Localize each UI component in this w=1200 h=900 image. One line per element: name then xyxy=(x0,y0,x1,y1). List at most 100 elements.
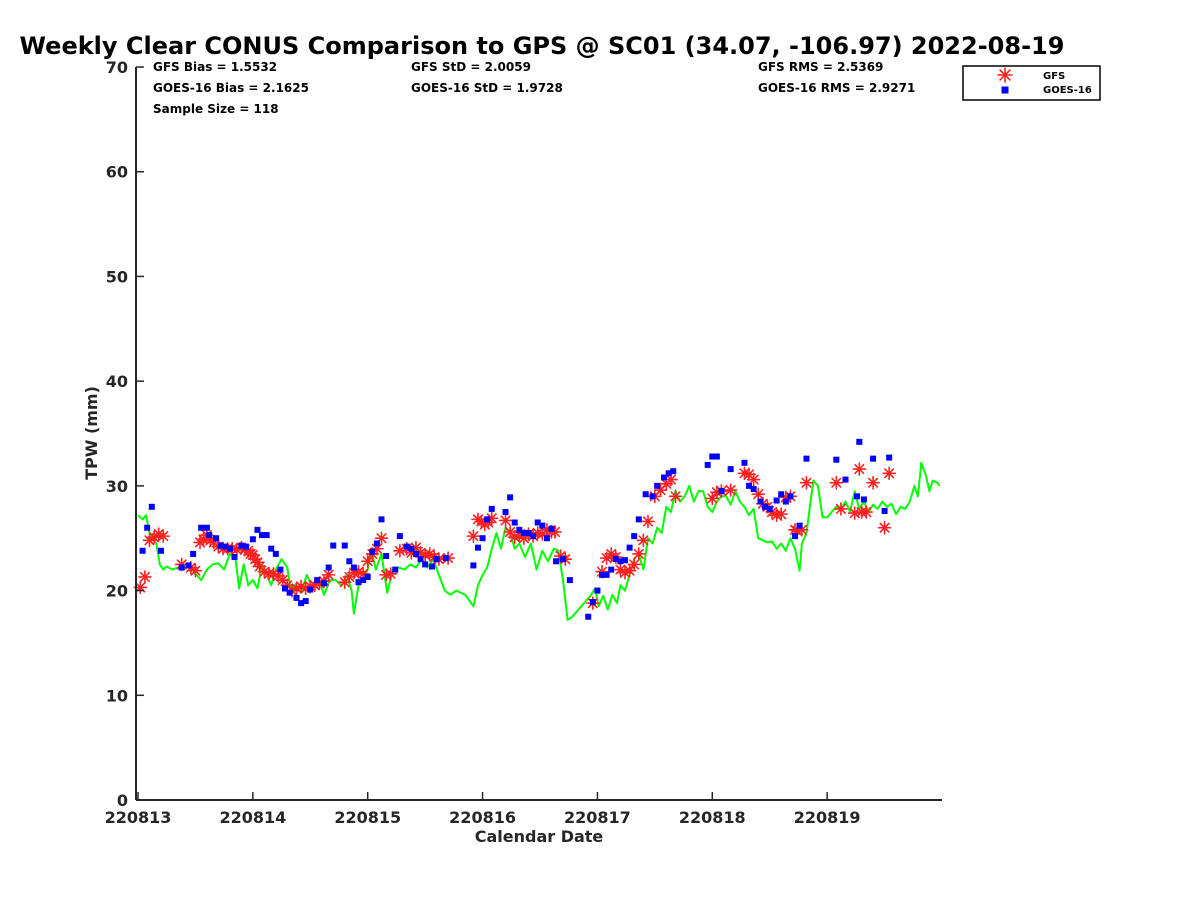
gfs-point xyxy=(746,472,761,487)
goes16-point xyxy=(757,498,764,505)
gfs-point xyxy=(548,525,562,539)
goes16-point xyxy=(603,571,610,578)
legend-box xyxy=(962,65,1101,101)
goes16-point xyxy=(286,589,293,596)
goes16-point xyxy=(412,550,419,557)
goes16-point xyxy=(635,516,642,523)
gfs-point xyxy=(866,475,880,490)
goes16-point xyxy=(392,566,399,573)
goes16-point xyxy=(364,573,371,580)
goes16-point xyxy=(594,587,601,594)
goes16-point xyxy=(373,540,380,547)
y-ticks: 0 10 20 30 40 50 60 70 xyxy=(106,58,144,810)
gfs-point xyxy=(668,489,683,504)
y-tick-label: 10 xyxy=(106,686,128,705)
goes16-point xyxy=(727,466,734,473)
gfs-point xyxy=(360,554,375,569)
goes16-point xyxy=(778,491,785,498)
goes16-point xyxy=(762,503,769,510)
legend: GFS GOES-16 xyxy=(962,65,1101,101)
goes16-point xyxy=(642,491,649,498)
chart-title: Weekly Clear CONUS Comparison to GPS @ S… xyxy=(20,32,1065,60)
gps-series-line xyxy=(137,461,941,621)
goes16-point xyxy=(479,535,486,542)
goes16-point xyxy=(325,564,332,571)
goes16-point xyxy=(548,525,555,532)
goes16-point xyxy=(263,532,270,539)
goes16-point xyxy=(360,577,367,584)
goes16-point xyxy=(268,545,275,552)
goes16-point xyxy=(488,505,495,512)
goes16-point xyxy=(566,577,573,584)
goes16-point xyxy=(341,542,348,549)
goes16-point xyxy=(665,470,672,477)
x-tick-label: 220816 xyxy=(449,808,516,827)
x-ticks: 220813 220814 220815 220816 220817 220818 2208… xyxy=(105,792,861,827)
goes16-point xyxy=(242,543,249,550)
axes xyxy=(135,67,942,801)
goes16-point xyxy=(217,542,224,549)
goes16-point xyxy=(350,564,357,571)
goes16-point xyxy=(746,482,753,489)
stat-goes-std: GOES-16 StD = 1.9728 xyxy=(411,81,563,95)
y-tick-label: 20 xyxy=(106,582,128,601)
goes16-point xyxy=(321,580,328,587)
goes16-point xyxy=(330,542,337,549)
goes16-point xyxy=(307,586,314,593)
goes16-point xyxy=(355,579,362,586)
x-tick-label: 220817 xyxy=(564,808,631,827)
x-tick-label: 220814 xyxy=(219,808,286,827)
goes16-point xyxy=(608,566,615,573)
goes16-point xyxy=(198,524,205,531)
goes16-point xyxy=(543,535,550,542)
goes16-point xyxy=(559,556,566,563)
gfs-point xyxy=(321,568,336,582)
goes16-point xyxy=(626,544,633,551)
goes16-point xyxy=(231,554,238,561)
goes16-point xyxy=(553,558,560,565)
goes16-point xyxy=(417,556,424,563)
goes16-point xyxy=(791,533,798,540)
goes16-point xyxy=(589,599,596,606)
goes16-point xyxy=(222,543,229,550)
goes16-point xyxy=(139,547,146,554)
x-tick-label: 220819 xyxy=(794,808,861,827)
goes16-point xyxy=(599,571,606,578)
goes16-point xyxy=(842,476,849,483)
goes16-point xyxy=(534,519,541,526)
y-tick-label: 40 xyxy=(106,372,128,391)
goes16-point xyxy=(470,562,477,569)
goes16-point xyxy=(670,468,677,475)
goes16-point xyxy=(766,505,773,512)
y-axis-label: TPW (mm) xyxy=(82,386,101,480)
goes16-point xyxy=(649,493,656,500)
goes16-point xyxy=(507,494,514,501)
goes16-point xyxy=(854,493,861,500)
goes16-point xyxy=(718,488,725,495)
goes16-point xyxy=(178,564,185,571)
goes16-point xyxy=(654,482,661,489)
goes16-point xyxy=(148,503,155,510)
gfs-point xyxy=(498,513,513,528)
goes16-point xyxy=(860,496,867,503)
gfs-point xyxy=(829,475,844,490)
gfs-point xyxy=(852,462,867,476)
goes16-point xyxy=(203,524,210,531)
goes16-point xyxy=(442,555,449,562)
goes16-point xyxy=(422,561,429,568)
goes16-point xyxy=(870,455,877,462)
goes16-point xyxy=(474,544,481,551)
gfs-point xyxy=(799,475,814,490)
legend-goes-marker xyxy=(1001,86,1009,94)
goes16-point xyxy=(190,550,197,557)
goes16-point xyxy=(298,600,305,607)
goes16-point xyxy=(433,556,440,563)
gfs-point xyxy=(641,514,655,529)
goes16-point xyxy=(612,556,619,563)
goes16-point xyxy=(782,498,789,505)
gfs-point xyxy=(877,520,892,535)
gfs-point xyxy=(705,491,720,506)
goes16-point xyxy=(525,529,532,536)
goes16-point xyxy=(704,461,711,468)
